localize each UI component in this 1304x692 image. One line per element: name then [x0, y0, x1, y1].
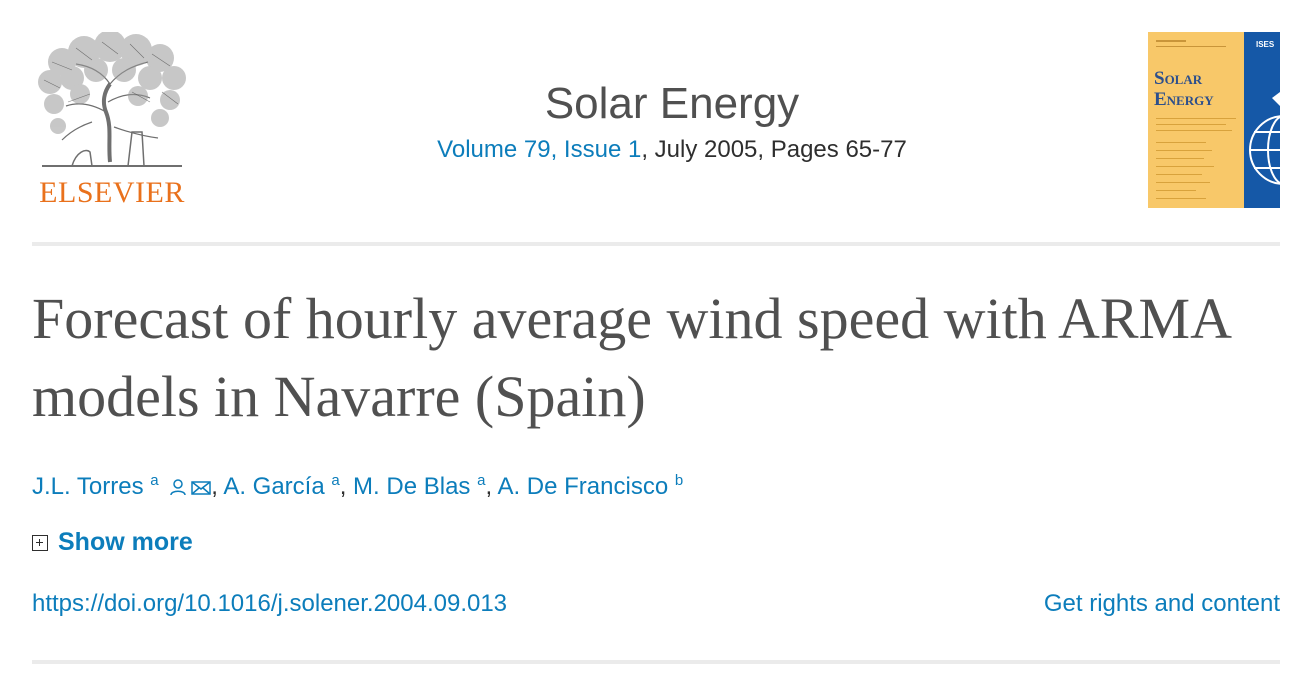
issue-line: Volume 79, Issue 1, July 2005, Pages 65-…: [362, 136, 982, 164]
publisher-name: ELSEVIER: [39, 176, 185, 209]
author-link-defrancisco[interactable]: A. De Francisco b: [497, 472, 684, 500]
journal-title-link[interactable]: Solar Energy: [544, 79, 800, 128]
author-affiliation: a: [331, 472, 340, 489]
author-name: M. De Blas: [353, 473, 471, 500]
publisher-logo[interactable]: [32, 32, 192, 210]
show-more-label: Show more: [58, 528, 193, 556]
author-name: J.L. Torres: [32, 473, 144, 500]
person-icon[interactable]: [169, 475, 187, 503]
author-list: J.L. Torres a , A. García a, M. De Blas …: [32, 472, 683, 503]
tree-logo-icon: [38, 32, 186, 167]
author-affiliation: a: [477, 472, 486, 489]
footer-divider: [32, 660, 1280, 664]
article-header: ELSEVIER Solar Energy Volume 79, Issue 1…: [32, 30, 1280, 210]
cover-journal-title: Solar Energy: [1154, 68, 1214, 110]
header-divider: [32, 242, 1280, 246]
get-rights-link[interactable]: Get rights and content: [1043, 590, 1280, 617]
author-name: A. García: [223, 473, 325, 500]
volume-issue-link[interactable]: Volume 79, Issue 1: [437, 136, 642, 163]
plus-box-icon: [32, 534, 48, 551]
issue-date-pages: , July 2005, Pages 65-77: [641, 136, 907, 163]
author-link-garcia[interactable]: A. García a: [223, 472, 340, 500]
cover-yellow-panel: [1148, 32, 1244, 208]
article-title: Forecast of hourly average wind speed wi…: [32, 286, 1229, 429]
show-more-button[interactable]: Show more: [32, 528, 193, 557]
cover-ises-badge: ISES: [1256, 40, 1275, 49]
cover-blue-band: [1244, 32, 1280, 208]
author-name: A. De Francisco: [497, 473, 669, 500]
envelope-icon[interactable]: [191, 475, 212, 503]
journal-info: Solar Energy Volume 79, Issue 1, July 20…: [362, 78, 982, 164]
globe-icon: [1249, 92, 1280, 185]
author-link-deblas[interactable]: M. De Blas a: [353, 472, 486, 500]
journal-cover-thumbnail[interactable]: ISES Solar Energy: [1148, 32, 1280, 208]
author-link-torres[interactable]: J.L. Torres a: [32, 472, 159, 500]
doi-link[interactable]: https://doi.org/10.1016/j.solener.2004.0…: [32, 590, 508, 617]
author-affiliation: a: [150, 472, 159, 489]
author-affiliation: b: [674, 472, 684, 489]
